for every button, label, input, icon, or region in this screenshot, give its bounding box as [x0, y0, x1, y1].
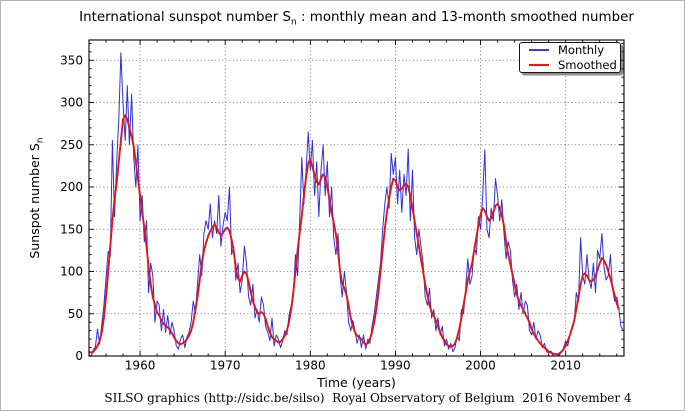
legend-label-smoothed: Smoothed — [558, 57, 617, 72]
smoothed-series-line — [89, 114, 620, 356]
chart-title: International sunspot number Sn : monthl… — [79, 10, 634, 28]
x-tick-label: 2010 — [550, 359, 581, 373]
y-tick-label: 250 — [60, 138, 83, 152]
chart-title-subscript: n — [291, 17, 297, 28]
x-tick-label: 1980 — [295, 359, 326, 373]
x-tick-label: 2000 — [465, 359, 496, 373]
credit-line: SILSO graphics (http://sidc.be/silso) Ro… — [104, 391, 632, 405]
x-tick-label: 1970 — [210, 359, 241, 373]
y-axis-label: Sunspot number Sn — [27, 137, 46, 258]
x-tick-label: 1960 — [125, 359, 156, 373]
y-tick-label: 150 — [60, 222, 83, 236]
smoothed-line-swatch — [529, 64, 549, 66]
x-tick-label: 1990 — [380, 359, 411, 373]
chart-title-text-2: : monthly mean and 13-month smoothed num… — [296, 10, 634, 25]
y-tick-label: 0 — [75, 349, 83, 363]
y-axis-label-text: Sunspot number S — [26, 143, 42, 259]
monthly-series-line — [89, 52, 624, 356]
legend: Monthly Smoothed — [519, 42, 621, 73]
y-tick-label: 300 — [60, 96, 83, 110]
legend-item-smoothed: Smoothed — [529, 57, 620, 72]
legend-label-monthly: Monthly — [558, 42, 605, 57]
y-tick-label: 350 — [60, 53, 83, 67]
y-tick-label: 50 — [68, 307, 83, 321]
chart-title-text: International sunspot number S — [79, 10, 292, 25]
legend-item-monthly: Monthly — [529, 42, 620, 57]
y-axis-label-subscript: n — [35, 137, 46, 144]
plot-border — [88, 39, 625, 357]
x-axis-label: Time (years) — [317, 375, 396, 390]
monthly-line-swatch — [529, 49, 549, 51]
y-tick-label: 100 — [60, 265, 83, 279]
y-tick-label: 200 — [60, 180, 83, 194]
